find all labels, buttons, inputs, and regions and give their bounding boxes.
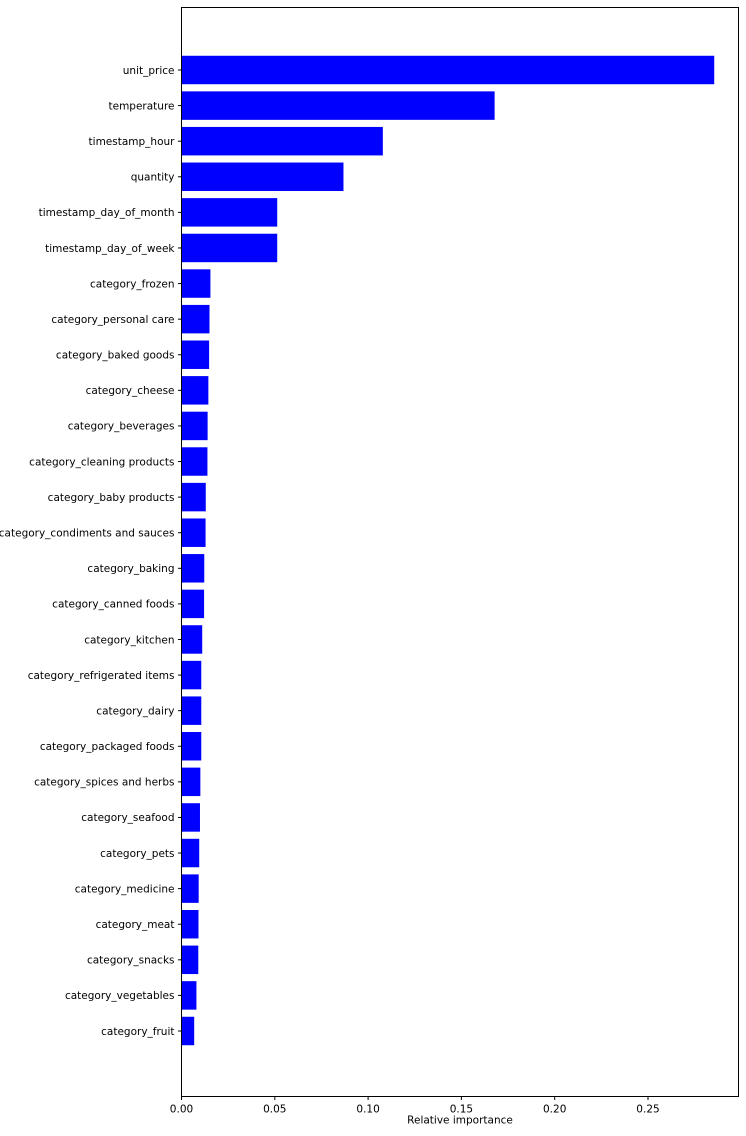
y-tick-label: unit_price	[123, 65, 175, 77]
bar	[181, 625, 203, 654]
y-tick-label: category_refrigerated items	[28, 670, 175, 682]
x-tick-label: 0.20	[543, 1104, 566, 1116]
y-tick-labels: unit_price temperature timestamp_hourquant…	[0, 65, 182, 1038]
bar	[181, 518, 206, 547]
y-tick-label: category_seafood	[81, 812, 174, 824]
y-tick-label: category_pets	[100, 848, 174, 860]
bar	[181, 838, 200, 868]
y-tick-label: category_personal care	[51, 314, 174, 326]
bar	[181, 447, 208, 476]
y-tick-label: category_medicine	[75, 883, 175, 895]
bar	[181, 55, 715, 85]
y-tick-label: category_fruit	[101, 1026, 174, 1038]
y-tick-label: category_canned foods	[52, 599, 174, 611]
y-tick-label: category_baked goods	[56, 350, 175, 362]
bar	[181, 1016, 195, 1046]
y-tick-label: category_cheese	[86, 385, 175, 397]
y-tick-label: category_vegetables	[65, 990, 175, 1002]
y-tick-label: category_beverages	[68, 421, 175, 433]
x-axis: 0.00 0.05 0.10 0.15 0.20 0.25	[170, 1096, 660, 1116]
bars-layer	[181, 55, 715, 1046]
bar	[181, 269, 211, 298]
y-tick-label: category_dairy	[96, 705, 174, 717]
y-tick-label: quantity	[131, 172, 175, 184]
y-tick-label: category_cleaning products	[29, 456, 174, 468]
y-tick-label: category_meat	[96, 919, 175, 931]
y-tick-label: category_kitchen	[84, 634, 174, 646]
x-tick-label: 0.10	[356, 1104, 379, 1116]
bar	[181, 554, 205, 583]
bar	[181, 233, 278, 263]
bar	[181, 304, 210, 334]
bar	[181, 660, 202, 690]
bar	[181, 767, 201, 797]
y-tick-label: category_frozen	[90, 278, 175, 290]
x-tick-label: 0.15	[450, 1104, 473, 1116]
bar	[181, 91, 495, 120]
x-tick-label: 0.05	[263, 1104, 286, 1116]
y-tick-label: category_spices and herbs	[34, 777, 174, 789]
plot-frame	[181, 7, 739, 1097]
bar	[181, 482, 206, 512]
y-tick-label: category_baking	[87, 563, 174, 575]
bar	[181, 909, 199, 939]
y-tick-label: timestamp_day_of_month	[39, 207, 175, 219]
bar	[181, 162, 344, 192]
y-tick-label: category_baby products	[48, 492, 175, 504]
bar	[181, 696, 202, 725]
bar	[181, 732, 202, 761]
bar	[181, 376, 209, 405]
y-tick-label: timestamp_day_of_week	[45, 243, 175, 255]
bar	[181, 126, 383, 156]
y-tick-label: timestamp_hour	[89, 136, 176, 148]
bar	[181, 945, 199, 975]
bar	[181, 198, 278, 227]
x-tick-label: 0.00	[170, 1104, 193, 1116]
y-tick-label: category_condiments and sauces	[0, 528, 175, 540]
x-tick-label: 0.25	[636, 1104, 659, 1116]
x-axis-label: Relative importance	[407, 1115, 513, 1127]
bar	[181, 411, 208, 441]
bar	[181, 874, 199, 903]
y-tick-label: category_packaged foods	[40, 741, 175, 753]
bar	[181, 803, 200, 832]
y-tick-label: category_snacks	[87, 955, 175, 967]
bar	[181, 981, 197, 1010]
y-tick-label: temperature	[109, 100, 175, 112]
bar	[181, 589, 205, 619]
bar	[181, 340, 210, 369]
